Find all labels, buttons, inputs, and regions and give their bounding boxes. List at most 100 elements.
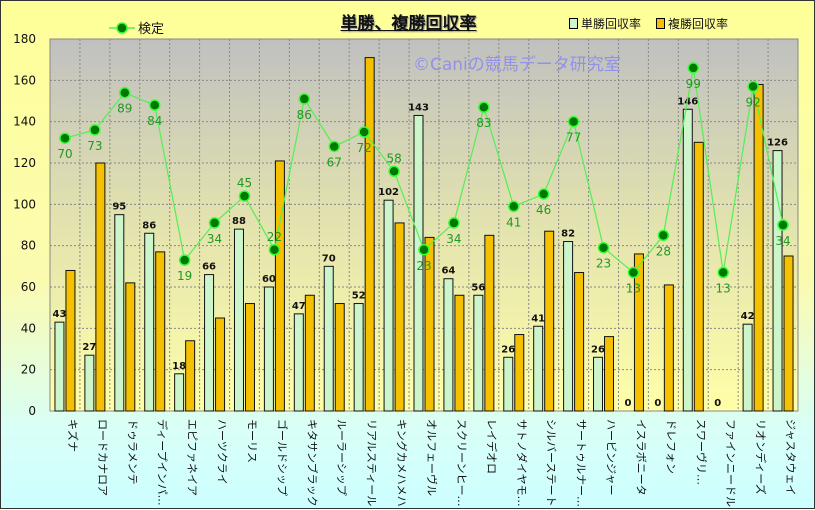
y-tick-label: 80 [21,239,36,253]
x-tick-label: ファインニードル [724,419,737,507]
x-tick-label: リアルスティール [365,419,378,506]
kentei-point [208,217,221,229]
x-tick-label: ジャスタウェイ [784,419,797,495]
kentei-point [388,165,400,178]
kentei-point [777,219,789,231]
bar-win-label: 70 [322,253,336,264]
y-tick-label: 180 [13,32,36,46]
bar-win-label: 42 [741,311,755,322]
bar-place [244,303,255,412]
kentei-label: 34 [446,232,461,246]
kentei-point [567,115,580,128]
y-tick-label: 120 [13,156,36,170]
y-tick-label: 160 [13,73,36,87]
kentei-label: 23 [416,259,431,273]
kentei-label: 86 [297,108,312,122]
kentei-label: 92 [745,96,760,110]
bar-win-label: 52 [352,291,366,302]
x-tick-label: イスラボニータ [634,419,647,496]
bar-place [304,294,315,412]
kentei-label: 13 [716,282,731,296]
x-tick-label: ハーツクライ [216,419,229,485]
kentei-point [717,266,729,279]
bar-win-label: 88 [232,216,246,227]
x-tick-label: サトノダイヤモ… [515,419,529,507]
legend-label: 単勝回収率 [581,17,642,31]
watermark: ©Caniの競馬データ研究室 [413,55,621,75]
kentei-point [627,266,640,279]
x-tick-label: ゴールドシップ [275,419,289,496]
y-tick-label: 60 [21,280,36,294]
bar-win-label: 86 [142,220,156,231]
kentei-label: 46 [536,203,551,217]
bar-win-label: 0 [624,398,631,409]
bar-win-label: 82 [561,229,575,240]
x-tick-label: ルーラーシップ [335,419,348,496]
kentei-label: 72 [357,141,372,155]
bar-win-label: 47 [292,301,306,312]
kentei-point [268,244,281,256]
y-tick-label: 140 [13,115,36,129]
x-tick-label: ディープインパ… [156,419,170,506]
bar-win [772,150,783,412]
bar-place [514,334,525,412]
bar-win-label: 26 [591,344,605,355]
kentei-label: 13 [626,282,641,296]
x-tick-label: スクリーンヒー… [455,419,468,506]
bar-win-label: 18 [172,361,186,372]
kentei-point [148,99,161,111]
bar-win-label: 143 [408,102,429,113]
kentei-point [59,132,71,144]
legend-swatch [656,18,665,29]
x-tick-label: サートゥルナー… [575,419,588,507]
bar-win-label: 64 [441,266,455,277]
kentei-label: 77 [566,131,581,145]
bar-win [323,265,334,412]
legend-item-place: 複勝回収率 [656,15,728,32]
x-tick-label: キングカメハメハ [395,419,409,507]
x-tick-label: ハービンジャー [605,419,618,495]
bar-win-label: 102 [378,187,399,198]
chart-title-text: 単勝、複勝回収率 [340,14,477,34]
kentei-label: 28 [656,244,671,258]
kentei-point [478,101,490,113]
kentei-label: 99 [686,77,701,91]
bar-place [125,282,136,412]
bar-win [413,114,424,412]
kentei-label: 84 [147,114,162,128]
bar-win-label: 126 [767,138,788,149]
x-tick-label: キタサンブラック [305,419,319,507]
bar-place [753,83,764,412]
bar-place [274,160,285,412]
bar-win [682,108,693,412]
bar-place [574,272,585,412]
bar-win-label: 60 [262,274,276,285]
bar-win-label: 95 [112,202,126,213]
bar-place [334,303,345,412]
y-tick-label: 0 [28,404,36,418]
kentei-point [328,140,340,153]
bar-place [693,141,704,412]
bar-win [742,323,753,412]
chart-title: 単勝、複勝回収率 [1,9,815,34]
bar-place [454,294,465,412]
kentei-point [178,254,191,266]
y-tick-label: 40 [21,321,36,335]
bar-win [233,228,244,412]
x-tick-label: スワーヴリ… [694,419,708,485]
bar-win [263,286,274,412]
kentei-point [747,80,759,93]
bar-place [484,234,495,412]
legend-label: 複勝回収率 [668,17,729,31]
bar-place [65,269,76,412]
bar-win [593,356,604,412]
kentei-point [418,244,430,256]
bar-win-label: 27 [82,342,96,353]
bar-win [54,321,65,412]
bar-place [663,284,674,412]
x-tick-label: ドゥラメンテ [126,419,139,485]
legend-swatch [569,18,578,29]
bar-win [563,241,574,412]
bar-place [364,57,375,412]
